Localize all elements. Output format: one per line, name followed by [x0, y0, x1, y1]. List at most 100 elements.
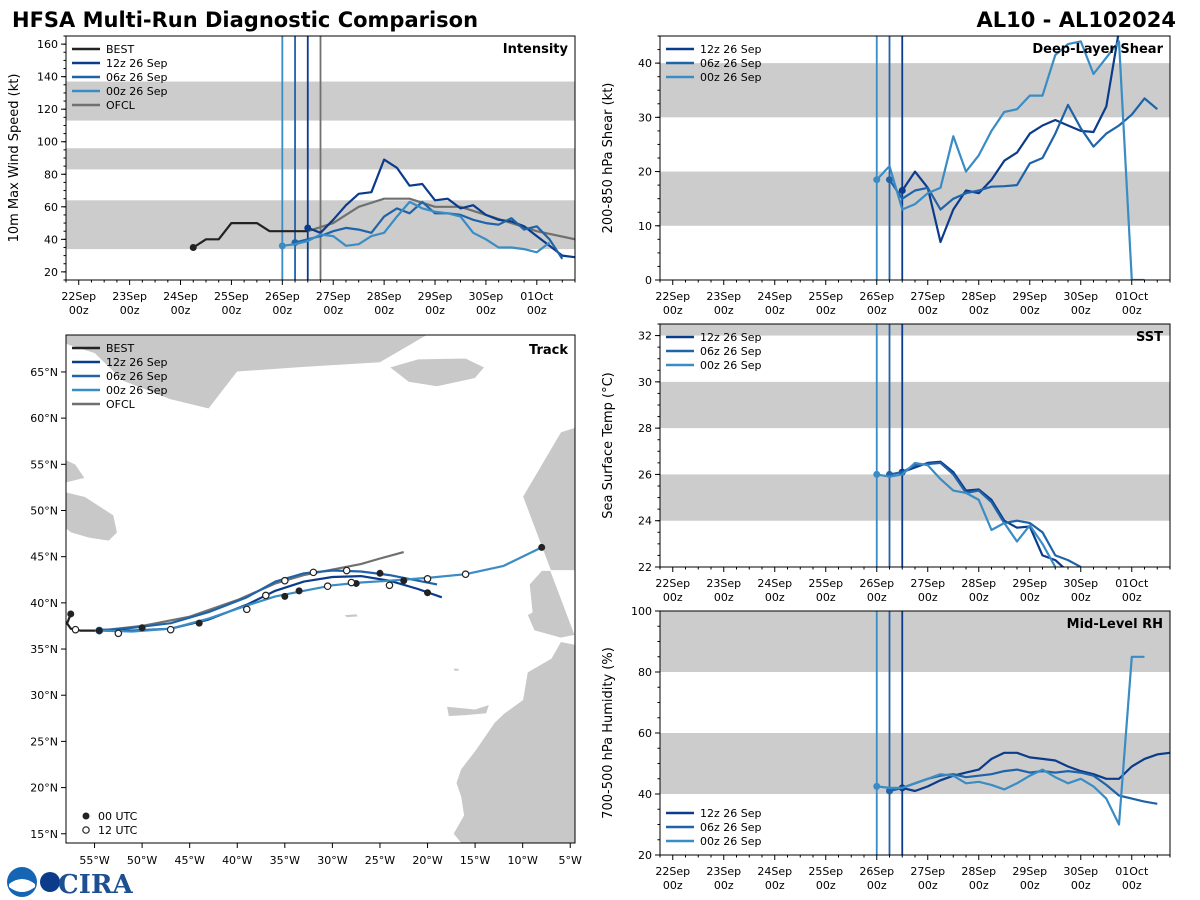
sst-xtick-label: 28Sep [961, 577, 996, 590]
canary-land [446, 703, 491, 717]
intensity-xtick-sublabel: 00z [476, 304, 496, 317]
track-frame [65, 334, 576, 844]
rh-band-1 [660, 611, 1170, 672]
shear-plot-area [660, 36, 1170, 280]
sst-legend-label-2: 00z 26 Sep [700, 359, 762, 372]
sst-ytick-label: 32 [638, 330, 652, 343]
track-point-00utc-1 [95, 627, 103, 635]
sst-xtick-sublabel: 00z [1071, 591, 1091, 604]
rh-start-point-00z-26-sep [873, 782, 881, 790]
intensity-xtick-sublabel: 00z [171, 304, 191, 317]
intensity-series-00z-26-sep [282, 200, 551, 254]
globe-icon [40, 872, 60, 892]
sst-xtick-label: 29Sep [1012, 577, 1047, 590]
track-xtick-label: 50°W [127, 854, 157, 867]
track-point-00utc-3 [195, 619, 203, 627]
rh-title: Mid-Level RH [1067, 617, 1163, 632]
newfoundland-land [66, 491, 118, 542]
intensity-series-best [192, 222, 308, 249]
rh-xtick-sublabel: 00z [918, 879, 938, 892]
intensity-xtick-sublabel: 00z [120, 304, 140, 317]
track-xtick-label: 55°W [79, 854, 109, 867]
track-ytick-label: 20°N [30, 782, 58, 795]
noaa-wave-icon [9, 879, 35, 892]
intensity-ytick-label: 140 [37, 71, 58, 84]
intensity-xtick-sublabel: 00z [323, 304, 343, 317]
intensity-series-12z-26-sep [307, 158, 575, 259]
sst-xtick-sublabel: 00z [1020, 591, 1040, 604]
track-point-00utc-9 [424, 589, 432, 597]
shear-xtick-sublabel: 00z [969, 304, 989, 317]
rh-panel: 2040608010022Sep00z23Sep00z24Sep00z25Sep… [601, 605, 1171, 892]
rh-xtick-sublabel: 00z [714, 879, 734, 892]
intensity-ytick-label: 40 [44, 233, 58, 246]
sst-xtick-sublabel: 00z [1122, 591, 1142, 604]
track-point-00utc-10 [538, 543, 546, 551]
rh-ytick-label: 40 [638, 788, 652, 801]
track-point-12utc-12 [461, 570, 470, 579]
sst-xtick-label: 27Sep [910, 577, 945, 590]
intensity-series-06z-26-sep [294, 200, 564, 260]
sst-ytick-label: 30 [638, 376, 652, 389]
intensity-ytick-label: 100 [37, 136, 58, 149]
shear-xtick-sublabel: 00z [1122, 304, 1142, 317]
track-xtick-label: 15°W [460, 854, 490, 867]
shear-panel: 01020304022Sep00z23Sep00z24Sep00z25Sep00… [601, 35, 1171, 317]
intensity-xtick-label: 28Sep [367, 290, 402, 303]
shear-series-00z-26-sep [875, 40, 1145, 280]
shear-band-0 [660, 171, 1170, 226]
rh-xtick-label: 24Sep [757, 865, 792, 878]
shear-xtick-label: 22Sep [655, 290, 690, 303]
rh-xtick-sublabel: 00z [663, 879, 683, 892]
intensity-legend-label-4: OFCL [106, 99, 136, 112]
azores-land [342, 613, 360, 619]
shear-xtick-label: 28Sep [961, 290, 996, 303]
shear-start-point-12z-26-sep [898, 187, 906, 195]
intensity-plot-area [66, 36, 575, 280]
track-legend-label-4: OFCL [106, 398, 136, 411]
intensity-xtick-label: 24Sep [163, 290, 198, 303]
shear-xtick-sublabel: 00z [867, 304, 887, 317]
track-xtick-label: 10°W [507, 854, 537, 867]
rh-legend-label-2: 00z 26 Sep [700, 835, 762, 848]
track-marker-legend-12utc: 12 UTC [98, 824, 138, 837]
intensity-legend-label-2: 06z 26 Sep [106, 71, 168, 84]
shear-legend-label-0: 12z 26 Sep [700, 43, 762, 56]
track-marker-legend-12utc-icon [82, 826, 90, 834]
track-point-00utc-5 [295, 587, 303, 595]
track-point-00utc-7 [376, 569, 384, 577]
cira-logo-text: CIRA [58, 870, 133, 900]
sst-start-point-00z-26-sep [873, 470, 881, 478]
track-ytick-label: 40°N [30, 597, 58, 610]
track-ytick-label: 55°N [30, 458, 58, 471]
cira-logo: CIRA [7, 867, 133, 900]
track-point-00utc-0 [67, 610, 75, 618]
rh-xtick-sublabel: 00z [1122, 879, 1142, 892]
track-point-12utc-4 [261, 591, 270, 600]
intensity-xtick-sublabel: 00z [69, 304, 89, 317]
rh-series-00z-26-sep [876, 655, 1145, 826]
sst-legend-label-1: 06z 26 Sep [700, 345, 762, 358]
rh-ylabel: 700-500 hPa Humidity (%) [601, 647, 616, 819]
rh-xtick-label: 26Sep [859, 865, 894, 878]
shear-xtick-label: 25Sep [808, 290, 843, 303]
sst-band-2 [660, 324, 1170, 336]
madeira-land [452, 668, 460, 672]
intensity-xtick-label: 27Sep [316, 290, 351, 303]
track-xtick-label: 40°W [222, 854, 252, 867]
track-xtick-label: 20°W [412, 854, 442, 867]
shear-xtick-label: 24Sep [757, 290, 792, 303]
track-xtick-label: 5°W [559, 854, 582, 867]
storm-id: AL10 - AL102024 [977, 8, 1177, 32]
rh-xtick-label: 25Sep [808, 865, 843, 878]
intensity-xtick-label: 23Sep [112, 290, 147, 303]
intensity-start-point-best [189, 243, 197, 251]
rh-xtick-sublabel: 00z [1071, 879, 1091, 892]
europe-land [522, 426, 575, 639]
track-legend-label-1: 12z 26 Sep [106, 356, 168, 369]
intensity-legend-label-3: 00z 26 Sep [106, 85, 168, 98]
sst-xtick-label: 22Sep [655, 577, 690, 590]
track-ytick-label: 30°N [30, 689, 58, 702]
intensity-title: Intensity [503, 42, 569, 57]
track-point-12utc-7 [323, 582, 332, 591]
